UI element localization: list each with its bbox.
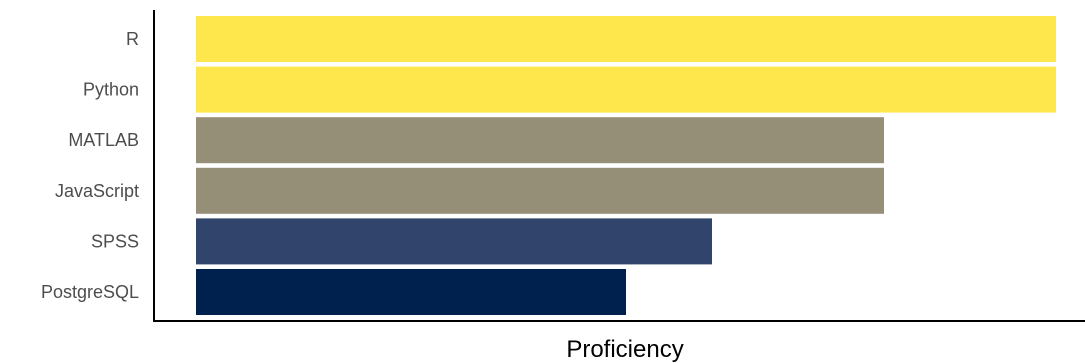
category-label-postgresql: PostgreSQL: [41, 282, 139, 302]
bar-r: [196, 16, 1056, 62]
category-label-matlab: MATLAB: [68, 130, 139, 150]
category-label-python: Python: [83, 80, 139, 100]
bar-spss: [196, 218, 712, 265]
category-label-r: R: [126, 29, 139, 49]
category-label-spss: SPSS: [91, 231, 139, 251]
bar-javascript: [196, 167, 884, 214]
category-label-javascript: JavaScript: [55, 181, 139, 201]
bar-python: [196, 66, 1056, 113]
bar-matlab: [196, 117, 884, 164]
category-labels-group: R Python MATLAB JavaScript SPSS PostgreSQL: [41, 29, 139, 302]
bars-group: [196, 16, 1056, 315]
x-axis-title: Proficiency: [566, 336, 683, 363]
bar-postgresql: [196, 269, 626, 315]
